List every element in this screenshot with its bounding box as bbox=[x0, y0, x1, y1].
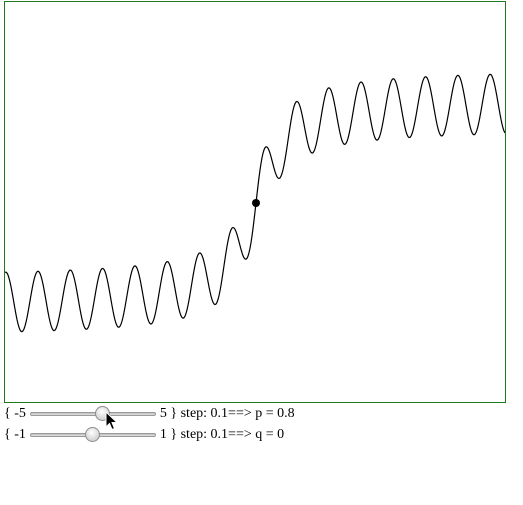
slider-row-q: { -1 1 } step: 0.1==> q = 0 bbox=[4, 425, 284, 445]
curve-point[interactable] bbox=[252, 199, 260, 207]
plot-canvas[interactable] bbox=[4, 1, 506, 403]
slider-p-min-label: { -5 bbox=[4, 406, 26, 421]
slider-p-thumb[interactable] bbox=[94, 406, 110, 421]
slider-q-readout: 1 } step: 0.1==> q = 0 bbox=[159, 427, 285, 442]
slider-q[interactable] bbox=[29, 425, 156, 445]
slider-p[interactable] bbox=[29, 404, 156, 424]
slider-p-readout: 5 } step: 0.1==> p = 0.8 bbox=[159, 406, 295, 421]
slider-q-min-label: { -1 bbox=[4, 427, 26, 442]
slider-q-thumb[interactable] bbox=[84, 427, 100, 442]
plot-svg bbox=[5, 73, 505, 333]
slider-row-p: { -5 5 } step: 0.1==> p = 0.8 bbox=[4, 404, 295, 424]
function-curve bbox=[5, 73, 505, 333]
slider-p-track[interactable] bbox=[29, 412, 156, 416]
